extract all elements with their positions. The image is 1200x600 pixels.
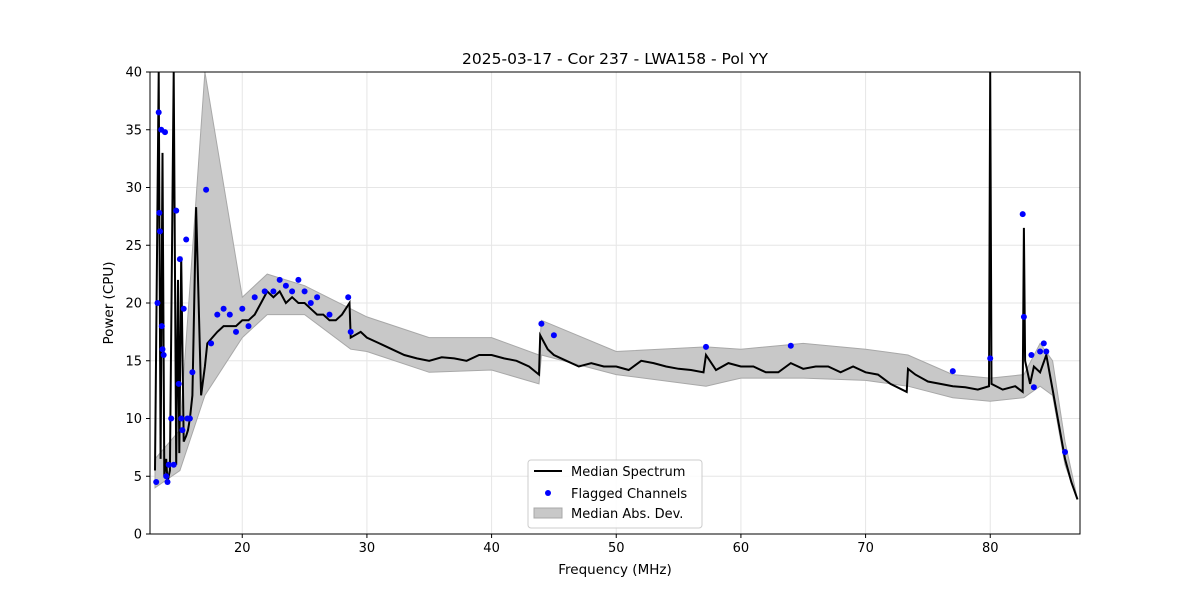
flagged-channel-point <box>314 294 321 301</box>
x-tick-label: 60 <box>733 541 750 556</box>
flagged-channel-point <box>233 328 239 335</box>
flagged-channel-point <box>345 294 352 301</box>
flagged-channel-point <box>160 352 167 358</box>
flagged-channel-point <box>1040 340 1047 347</box>
flagged-channel-point <box>295 276 302 283</box>
flagged-channel-point <box>270 288 277 295</box>
legend-mad-swatch <box>533 507 563 519</box>
x-tick-label: 80 <box>982 541 999 556</box>
flagged-channel-point <box>550 332 557 339</box>
flagged-channel-point <box>170 461 177 468</box>
flagged-channel-point <box>154 300 161 306</box>
flagged-channel-point <box>156 209 163 216</box>
flagged-channel-point <box>1020 313 1027 320</box>
flagged-channel-point <box>155 109 162 116</box>
legend: Median Spectrum Flagged Channels Median … <box>527 459 703 529</box>
flagged-channel-point <box>220 305 227 312</box>
flagged-channel-point <box>168 415 175 422</box>
x-tick-label: 70 <box>857 541 874 556</box>
flagged-channel-point <box>282 282 289 289</box>
flagged-channel-point <box>1037 348 1044 355</box>
data-layer <box>153 72 1079 500</box>
x-tick-label: 50 <box>608 541 625 556</box>
flagged-channel-point <box>1043 348 1050 355</box>
legend-flagged-swatch <box>545 490 551 496</box>
flagged-channel-point <box>157 228 163 235</box>
flagged-channel-point <box>251 294 258 301</box>
flagged-channel-point <box>173 207 180 214</box>
flagged-channel-point <box>538 320 545 327</box>
flagged-channel-point <box>175 380 182 387</box>
x-tick-label: 30 <box>359 541 376 556</box>
flagged-channel-point <box>186 415 193 422</box>
y-tick-label: 30 <box>125 181 142 196</box>
x-axis-label: Frequency (MHz) <box>558 562 671 578</box>
flagged-channel-point <box>1062 449 1068 455</box>
flagged-channel-point <box>163 473 170 480</box>
y-tick-label: 10 <box>125 412 142 427</box>
flagged-channel-point <box>178 415 185 422</box>
flagged-channel-point <box>987 355 994 362</box>
flagged-channel-point <box>239 305 246 312</box>
flagged-channel-point <box>176 256 183 263</box>
median-spectrum-line <box>154 72 1079 500</box>
flagged-channel-point <box>1030 384 1037 391</box>
y-tick-label: 25 <box>125 239 142 254</box>
flagged-channel-point <box>164 479 171 485</box>
legend-median-label: Median Spectrum <box>571 465 685 480</box>
y-tick-label: 15 <box>125 354 142 369</box>
flagged-channel-point <box>153 479 160 485</box>
flagged-channel-point <box>276 276 283 283</box>
flagged-channel-point <box>261 288 268 295</box>
flagged-channel-point <box>245 323 252 330</box>
y-tick-label: 20 <box>125 297 142 312</box>
flagged-channel-point <box>158 323 165 330</box>
legend-box <box>527 459 703 529</box>
flagged-channel-point <box>1019 211 1026 218</box>
y-axis-label: Power (CPU) <box>101 261 117 344</box>
y-tick-label: 40 <box>125 66 142 81</box>
flagged-channel-point <box>949 368 956 375</box>
flagged-channel-point <box>307 300 314 306</box>
flagged-channel-point <box>347 328 354 335</box>
flagged-channel-point <box>208 340 215 347</box>
flagged-channel-point <box>203 186 210 193</box>
flagged-channel-point <box>301 288 308 295</box>
legend-mad-label: Median Abs. Dev. <box>571 507 683 522</box>
legend-flagged-label: Flagged Channels <box>571 487 687 502</box>
y-tick-label: 35 <box>125 123 142 138</box>
y-axis-ticks: 0 5 10 15 20 25 30 35 40 <box>125 66 150 543</box>
flagged-channel-point <box>226 311 233 318</box>
flagged-channel-point <box>214 311 221 318</box>
chart-title: 2025-03-17 - Cor 237 - LWA158 - Pol YY <box>462 50 768 68</box>
y-tick-label: 5 <box>134 470 142 485</box>
flagged-channel-point <box>289 288 296 295</box>
flagged-channel-point <box>183 236 190 243</box>
flagged-channel-point <box>703 343 709 350</box>
flagged-channel-point <box>159 346 166 353</box>
flagged-channel-point <box>787 342 794 349</box>
flagged-channel-point <box>162 129 168 136</box>
x-axis-ticks: 20 30 40 50 60 70 80 <box>234 534 999 556</box>
flagged-channel-point <box>189 369 196 376</box>
flagged-channel-point <box>326 311 333 318</box>
flagged-channel-point <box>180 305 187 312</box>
flagged-channel-point <box>179 427 186 434</box>
y-tick-label: 0 <box>134 528 142 543</box>
flagged-channels <box>153 109 1068 485</box>
x-tick-label: 40 <box>483 541 500 556</box>
flagged-channel-point <box>1028 352 1035 358</box>
flagged-channel-point <box>165 461 172 468</box>
x-tick-label: 20 <box>234 541 251 556</box>
